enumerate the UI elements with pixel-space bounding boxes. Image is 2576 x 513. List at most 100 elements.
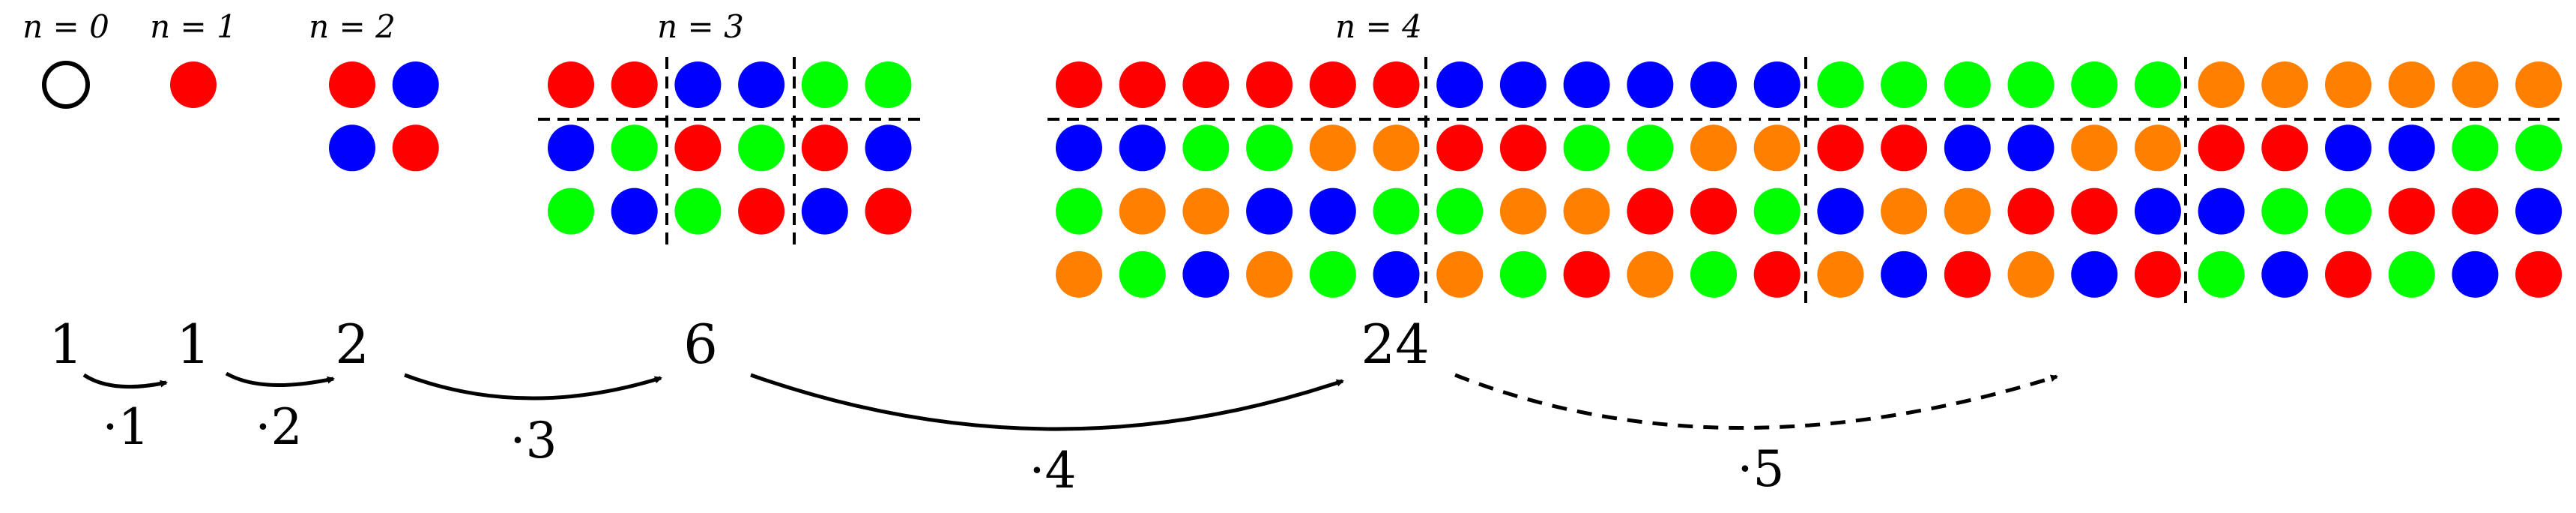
red-dot	[738, 188, 785, 235]
empty-permutation-circle	[42, 61, 90, 109]
blue-dot	[2134, 188, 2181, 235]
blue-dot	[548, 124, 594, 172]
orange-dot	[1246, 250, 1293, 298]
blue-dot	[1881, 250, 1928, 298]
blue-dot	[1817, 188, 1864, 235]
blue-dot	[1436, 62, 1484, 108]
blue-dot	[674, 62, 722, 108]
orange-dot	[2452, 62, 2499, 108]
orange-dot	[1627, 250, 1674, 298]
orange-dot	[1309, 124, 1356, 172]
arrow-1-to-2	[225, 371, 335, 387]
red-dot	[1373, 62, 1420, 108]
red-dot	[1246, 62, 1293, 108]
orange-dot	[1056, 250, 1102, 298]
blue-dot	[2388, 124, 2435, 172]
sequence-value-0: 1	[49, 313, 83, 376]
red-dot	[1563, 250, 1610, 298]
blue-dot	[2452, 250, 2499, 298]
red-dot	[1690, 188, 1737, 235]
green-dot	[674, 188, 722, 235]
red-dot	[1119, 62, 1166, 108]
red-dot	[865, 188, 912, 235]
multiplier-label-3: ·3	[510, 412, 557, 470]
green-dot	[1881, 62, 1928, 108]
orange-dot	[2198, 62, 2245, 108]
blue-dot	[1690, 62, 1737, 108]
red-dot	[2452, 188, 2499, 235]
green-dot	[2071, 62, 2118, 108]
red-dot	[1436, 124, 1484, 172]
multiplier-label-4: ·4	[1030, 442, 1077, 500]
grid-n3	[548, 62, 912, 235]
red-dot	[2198, 124, 2245, 172]
blue-dot	[1944, 124, 1991, 172]
blue-dot	[1627, 62, 1674, 108]
blue-dot	[1563, 62, 1610, 108]
blue-dot	[392, 62, 439, 108]
green-dot	[801, 62, 848, 108]
stage-label-n0: n = 0	[22, 8, 109, 45]
blue-dot	[1056, 124, 1102, 172]
blue-dot	[1119, 124, 1166, 172]
sequence-value-4: 24	[1361, 313, 1430, 376]
orange-dot	[1753, 124, 1801, 172]
multiplier-label-5: ·5	[1738, 440, 1785, 498]
orange-dot	[2007, 250, 2055, 298]
blue-dot	[611, 188, 658, 235]
green-dot	[611, 124, 658, 172]
orange-dot	[1817, 250, 1864, 298]
red-dot	[329, 62, 375, 108]
red-dot	[1944, 250, 1991, 298]
sequence-value-3: 6	[683, 313, 718, 376]
grid-n1	[170, 62, 217, 108]
orange-dot	[1119, 188, 1166, 235]
orange-dot	[1944, 188, 1991, 235]
orange-dot	[2388, 62, 2435, 108]
blue-dot	[1373, 250, 1420, 298]
red-dot	[2071, 188, 2118, 235]
green-dot	[2007, 62, 2055, 108]
red-dot	[801, 124, 848, 172]
green-dot	[1119, 250, 1166, 298]
arrow-4-to-5-dashed	[1454, 373, 2058, 430]
red-dot	[1499, 124, 1546, 172]
orange-dot	[2261, 62, 2309, 108]
dashed-separators-n3	[538, 57, 920, 248]
multiplier-label-2: ·2	[256, 398, 303, 456]
red-dot	[1753, 250, 1801, 298]
green-dot	[1690, 250, 1737, 298]
blue-dot	[801, 188, 848, 235]
red-dot	[2261, 124, 2309, 172]
green-dot	[1182, 124, 1230, 172]
grid-n4	[1056, 62, 2563, 298]
green-dot	[1309, 250, 1356, 298]
orange-dot	[1881, 188, 1928, 235]
red-dot	[674, 124, 722, 172]
blue-dot	[2515, 188, 2563, 235]
arrow-2-to-3	[404, 373, 662, 400]
orange-dot	[1690, 124, 1737, 172]
orange-dot	[2325, 62, 2371, 108]
blue-dot	[1246, 188, 1293, 235]
orange-dot	[1436, 250, 1484, 298]
stage-label-n4: n = 4	[1335, 8, 1422, 45]
orange-dot	[2134, 124, 2181, 172]
green-dot	[2198, 250, 2245, 298]
red-dot	[2134, 250, 2181, 298]
sequence-value-2: 2	[335, 313, 369, 376]
green-dot	[1246, 124, 1293, 172]
green-dot	[1373, 188, 1420, 235]
red-dot	[611, 62, 658, 108]
red-dot	[1627, 188, 1674, 235]
red-dot	[2388, 188, 2435, 235]
blue-dot	[1309, 188, 1356, 235]
red-dot	[2007, 188, 2055, 235]
red-dot	[548, 62, 594, 108]
green-dot	[1944, 62, 1991, 108]
red-dot	[1182, 62, 1230, 108]
red-dot	[392, 124, 439, 172]
green-dot	[1817, 62, 1864, 108]
green-dot	[1627, 124, 1674, 172]
stage-label-n3: n = 3	[657, 8, 744, 45]
